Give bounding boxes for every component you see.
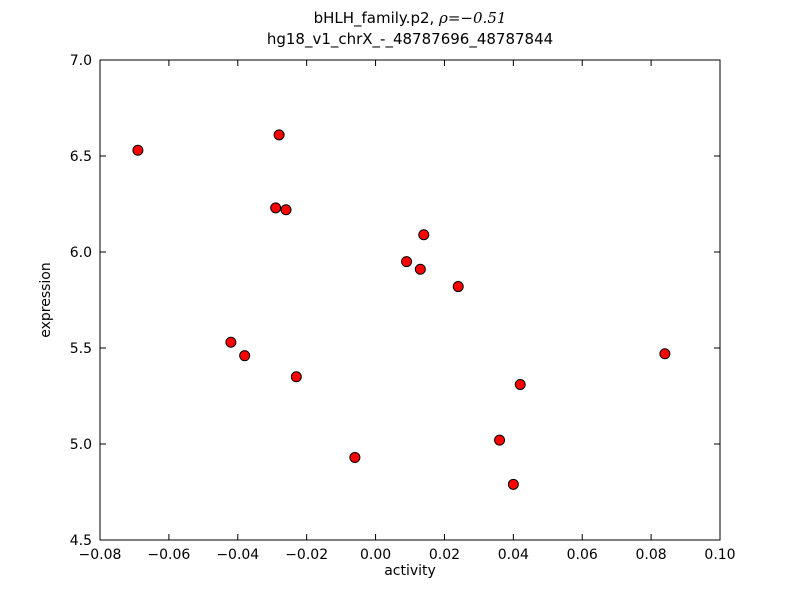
chart-title-line1: bHLH_family.p2, ρ=−0.51 <box>100 8 720 29</box>
data-point <box>225 336 237 348</box>
chart-title-rho-value: ρ=−0.51 <box>439 9 507 27</box>
data-point <box>514 378 526 390</box>
data-point <box>401 256 413 268</box>
x-tick-label: −0.02 <box>285 547 328 563</box>
data-point <box>659 348 671 360</box>
y-tick-label: 6.0 <box>70 245 92 261</box>
x-tick-label: 0.04 <box>498 547 529 563</box>
x-tick-label: 0.06 <box>567 547 598 563</box>
plot-frame <box>99 59 721 541</box>
y-tick-label: 5.0 <box>70 437 92 453</box>
x-tick-label: 0.08 <box>636 547 667 563</box>
data-point <box>239 350 251 362</box>
data-point <box>270 202 282 214</box>
chart-title: bHLH_family.p2, ρ=−0.51 hg18_v1_chrX_-_4… <box>100 8 720 50</box>
data-point <box>418 229 430 241</box>
data-point <box>273 129 285 141</box>
chart-title-text: bHLH_family.p2, <box>313 9 440 27</box>
x-tick-label: 0.00 <box>360 547 391 563</box>
x-tick-label: −0.08 <box>79 547 122 563</box>
y-tick-label: 4.5 <box>70 533 92 549</box>
x-axis-label: activity <box>384 563 436 579</box>
y-tick-label: 7.0 <box>70 53 92 69</box>
data-point <box>290 371 302 383</box>
data-point <box>507 478 519 490</box>
data-point <box>132 144 144 156</box>
y-tick-label: 5.5 <box>70 341 92 357</box>
x-tick-label: 0.10 <box>704 547 735 563</box>
data-point <box>349 451 361 463</box>
x-tick-label: 0.02 <box>429 547 460 563</box>
data-point <box>414 263 426 275</box>
x-tick-label: −0.06 <box>147 547 190 563</box>
data-point <box>280 204 292 216</box>
data-point <box>494 434 506 446</box>
x-tick-label: −0.04 <box>216 547 259 563</box>
y-tick-label: 6.5 <box>70 149 92 165</box>
data-point <box>452 281 464 293</box>
chart-title-line2: hg18_v1_chrX_-_48787696_48787844 <box>266 30 554 48</box>
